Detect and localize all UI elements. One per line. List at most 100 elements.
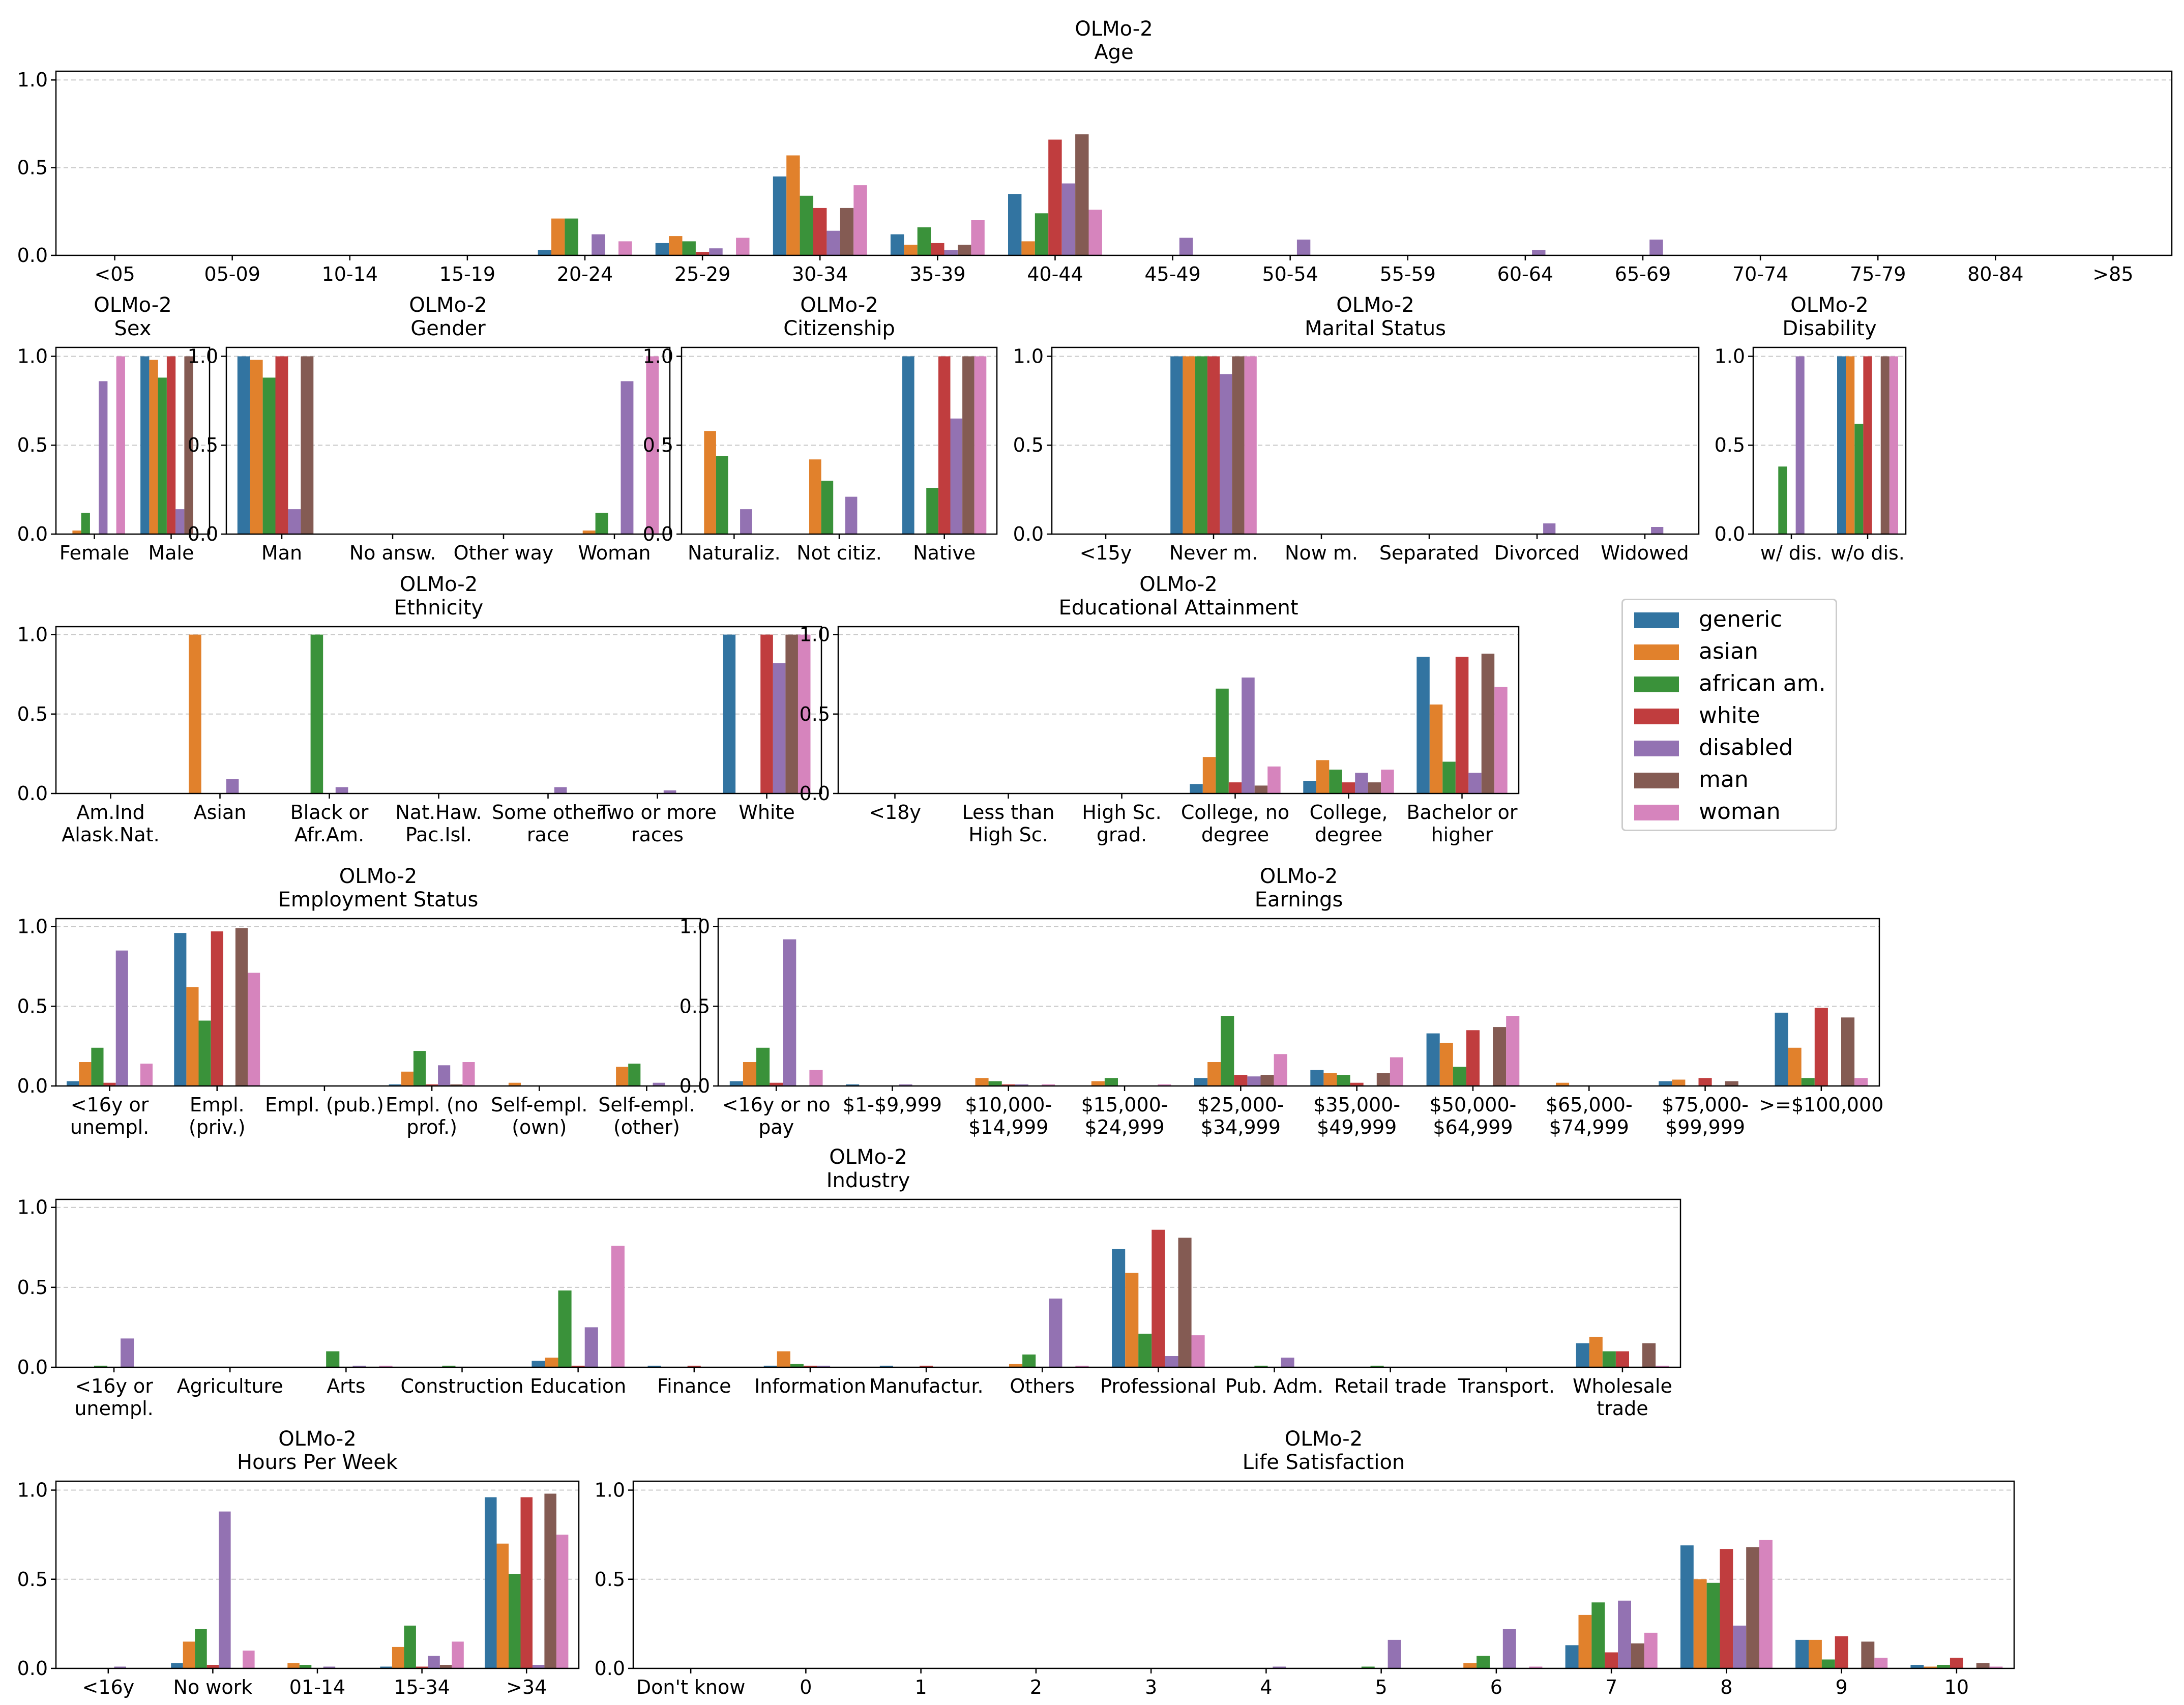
- x-tick-label: 2: [1030, 1676, 1042, 1698]
- bar-african-am-: [926, 488, 938, 534]
- panel-title: OLMo-2: [1285, 1427, 1363, 1451]
- legend-swatch: [1634, 612, 1679, 628]
- bar-white: [1455, 657, 1469, 793]
- bar-woman: [452, 1641, 464, 1668]
- bar-woman: [462, 1062, 475, 1086]
- bar-generic: [67, 1081, 79, 1086]
- bar-african-am-: [1821, 1659, 1835, 1668]
- x-tick-label: 7: [1605, 1676, 1617, 1698]
- bar-generic: [1576, 1343, 1589, 1367]
- x-tick-label: Education: [530, 1375, 626, 1397]
- panel-subtitle: Gender: [410, 317, 486, 340]
- bar-asian: [551, 218, 565, 255]
- x-tick-label: White: [739, 801, 795, 824]
- panel-earnings: 0.0 0.5 1.0 <16y or no pay $1-$9,999 $10,000-$…: [680, 865, 1884, 1138]
- bar-asian: [1672, 1079, 1686, 1086]
- bar-woman: [853, 185, 867, 255]
- bar-generic: [1416, 657, 1430, 793]
- y-tick-label: 0.0: [643, 523, 673, 545]
- x-tick-label: $25,000-$34,999: [1197, 1094, 1284, 1138]
- bar-generic: [532, 1361, 545, 1367]
- panel-ethnicity: 0.0 0.5 1.0 Am.Ind Alask.Nat. Asian Black or Af…: [17, 573, 822, 846]
- x-tick-label: Pub. Adm.: [1225, 1375, 1323, 1397]
- panel-title: OLMo-2: [1260, 865, 1338, 888]
- x-tick-label: 6: [1490, 1676, 1502, 1698]
- bar-disabled: [219, 1511, 231, 1668]
- bar-generic: [1008, 194, 1022, 255]
- x-tick-label: Never m.: [1169, 542, 1258, 564]
- axes-frame: [1752, 346, 1907, 535]
- bar-white: [938, 356, 951, 534]
- x-tick-label: 75-79: [1850, 263, 1906, 285]
- x-tick-label: w/o dis.: [1831, 542, 1905, 564]
- x-tick-label: Don't know: [636, 1676, 745, 1698]
- bar-man: [1725, 1081, 1738, 1086]
- bar-generic: [763, 1365, 777, 1367]
- y-tick-label: 0.0: [17, 1657, 48, 1680]
- bar-white: [1720, 1549, 1733, 1668]
- x-tick-label: 0: [800, 1676, 812, 1698]
- bar-asian: [1924, 1666, 1937, 1668]
- legend-swatch: [1634, 709, 1679, 724]
- bar-generic: [1310, 1070, 1324, 1086]
- bar-generic: [538, 250, 551, 255]
- bar-white: [803, 1365, 817, 1367]
- y-tick-label: 1.0: [17, 916, 48, 938]
- bar-generic: [1565, 1645, 1579, 1668]
- bar-white: [1863, 356, 1872, 534]
- bar-generic: [1910, 1665, 1924, 1668]
- y-tick-label: 0.5: [17, 995, 48, 1017]
- bar-disabled: [950, 418, 963, 534]
- bar-african-am-: [1937, 1665, 1950, 1668]
- bar-disabled: [1179, 238, 1193, 255]
- bar-man: [962, 356, 975, 534]
- bar-asian: [392, 1647, 404, 1668]
- bar-african-am-: [595, 513, 608, 534]
- bar-white: [1350, 1082, 1364, 1086]
- x-tick-label: <16y or unempl.: [74, 1375, 153, 1420]
- panel-subtitle: Earnings: [1255, 888, 1343, 912]
- bar-white: [1001, 1084, 1015, 1086]
- bar-asian: [1091, 1081, 1105, 1086]
- bar-woman: [1267, 766, 1281, 793]
- bar-woman: [1874, 1658, 1888, 1668]
- bar-woman: [1381, 770, 1394, 793]
- bar-generic: [1112, 1249, 1126, 1367]
- bar-asian: [777, 1351, 790, 1367]
- bar-generic: [171, 1663, 183, 1668]
- bar-asian: [1439, 1043, 1453, 1086]
- x-tick-label: <15y: [1080, 542, 1132, 564]
- x-tick-label: High Sc. grad.: [1082, 801, 1162, 846]
- axes-frame: [55, 626, 822, 795]
- x-tick-label: Self-empl. (own): [491, 1094, 587, 1138]
- y-tick-label: 0.5: [680, 995, 710, 1017]
- bar-woman: [1656, 1365, 1669, 1367]
- bar-asian: [1207, 1062, 1221, 1086]
- bar-disabled: [845, 496, 858, 534]
- bar-woman: [1506, 1016, 1520, 1086]
- x-tick-label: Construction: [401, 1375, 524, 1397]
- bar-generic: [485, 1497, 497, 1668]
- bar-african-am-: [198, 1020, 211, 1086]
- legend-label: generic: [1699, 606, 1783, 632]
- bar-generic: [237, 356, 250, 534]
- panel-subtitle: Life Satisfaction: [1243, 1451, 1405, 1474]
- y-tick-label: 1.0: [595, 1479, 625, 1502]
- bar-african-am-: [326, 1351, 340, 1367]
- bar-asian: [1578, 1614, 1592, 1668]
- bar-generic: [380, 1666, 392, 1668]
- bar-man: [1631, 1643, 1644, 1668]
- bar-generic: [1680, 1545, 1694, 1668]
- bar-disabled: [663, 790, 676, 793]
- y-tick-label: 0.0: [17, 782, 48, 805]
- panel-title: OLMo-2: [400, 573, 478, 596]
- bar-disabled: [532, 1665, 545, 1668]
- bar-generic: [1194, 1078, 1208, 1086]
- panel-subtitle: Marital Status: [1305, 317, 1446, 340]
- bar-asian: [1589, 1337, 1603, 1367]
- bar-white: [1835, 1636, 1848, 1668]
- bar-woman: [1088, 210, 1102, 255]
- panel-subtitle: Citizenship: [783, 317, 895, 340]
- bar-disabled: [335, 787, 348, 793]
